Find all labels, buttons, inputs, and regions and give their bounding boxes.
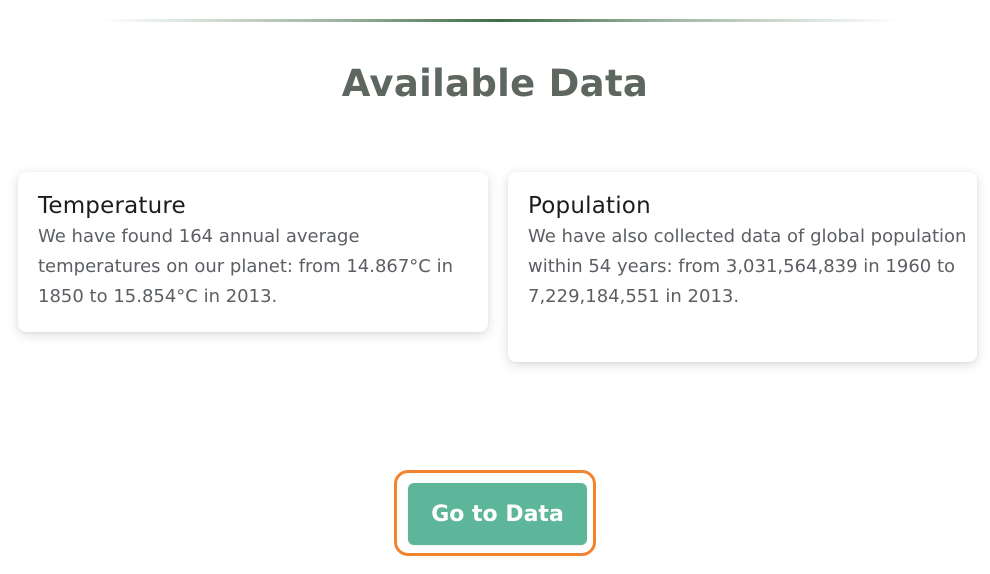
population-card-title: Population: [528, 193, 651, 219]
section-title: Available Data: [341, 62, 649, 105]
population-card: Population We have also collected data o…: [508, 172, 977, 362]
focus-ring: [394, 470, 596, 556]
temperature-card-text: We have found 164 annual average tempera…: [38, 226, 454, 307]
temperature-card: Temperature We have found 164 annual ave…: [18, 172, 488, 332]
temperature-card-title: Temperature: [38, 193, 186, 219]
section-divider: [100, 19, 900, 22]
population-card-text: We have also collected data of global po…: [528, 226, 967, 307]
go-to-data-button[interactable]: Go to Data: [408, 483, 587, 545]
